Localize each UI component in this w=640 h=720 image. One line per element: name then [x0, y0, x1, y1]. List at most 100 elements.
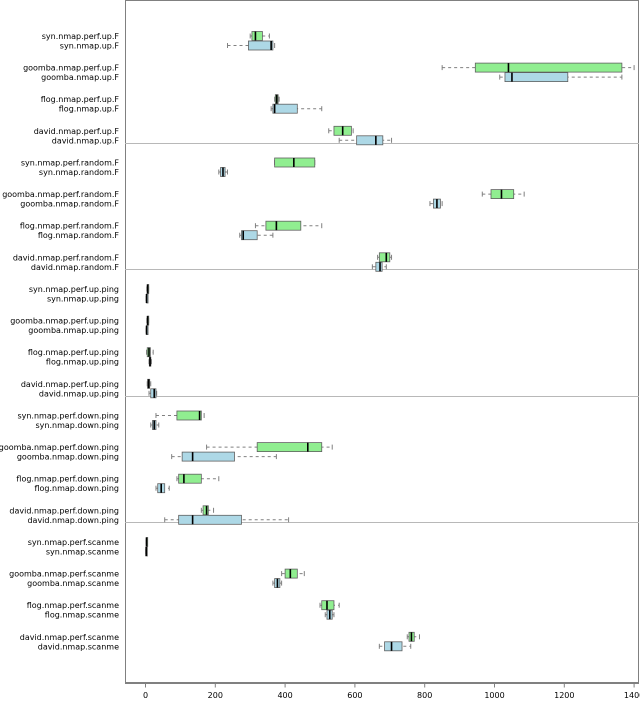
- category-label: david.nmap.up.F: [52, 136, 120, 145]
- box-iqr: [284, 568, 298, 579]
- box-iqr: [274, 157, 316, 168]
- box-row: [328, 125, 354, 136]
- category-label: flog.nmap.perf.up.F: [41, 95, 120, 104]
- category-label: david.nmap.perf.down.ping: [9, 506, 119, 515]
- box-series: [145, 31, 635, 652]
- category-label: syn.nmap.perf.down.ping: [17, 412, 119, 421]
- category-label: david.nmap.down.ping: [27, 516, 119, 525]
- box-row: [206, 442, 333, 453]
- box-row: [441, 62, 635, 73]
- box-row: [145, 293, 149, 304]
- box-row: [272, 578, 283, 588]
- box-row: [378, 641, 412, 652]
- category-label: flog.nmap.down.ping: [34, 484, 119, 493]
- box-iqr: [248, 40, 274, 51]
- box-row: [227, 40, 276, 51]
- box-row: [270, 103, 323, 114]
- category-label: flog.nmap.random.F: [38, 231, 120, 240]
- category-label: goomba.nmap.perf.scanme: [9, 570, 119, 579]
- x-axis: 0 200 400 600 800 1000 1200 1400: [125, 683, 640, 700]
- category-label: flog.nmap.perf.up.ping: [28, 348, 119, 357]
- x-tick-label: 0: [143, 691, 148, 700]
- box-row: [406, 631, 420, 642]
- box-iqr: [504, 72, 569, 82]
- category-label: syn.nmap.up.F: [60, 42, 120, 51]
- box-row: [164, 514, 290, 525]
- box-row: [218, 167, 229, 177]
- box-row: [254, 220, 323, 231]
- category-label: flog.nmap.up.F: [59, 105, 120, 114]
- category-label: flog.nmap.perf.random.F: [20, 222, 120, 231]
- category-label: david.nmap.perf.up.ping: [21, 380, 119, 389]
- category-label: david.nmap.scanme: [38, 642, 119, 651]
- category-label: david.nmap.random.F: [31, 263, 120, 272]
- box-row: [176, 473, 220, 484]
- box-iqr: [265, 220, 302, 231]
- x-tick-label: 1200: [554, 691, 574, 700]
- x-tick-label: 1400: [624, 691, 640, 700]
- box-row: [429, 198, 443, 209]
- box-row: [155, 483, 170, 494]
- box-row: [171, 451, 277, 462]
- box-iqr: [321, 600, 335, 611]
- box-row: [150, 420, 160, 430]
- category-label: flog.nmap.scanme: [45, 611, 119, 620]
- box-iqr: [378, 252, 391, 263]
- category-label: syn.nmap.down.ping: [36, 421, 119, 430]
- category-label: syn.nmap.up.ping: [47, 295, 119, 304]
- box-iqr: [490, 189, 515, 200]
- category-label: syn.nmap.perf.up.ping: [29, 285, 119, 294]
- box-iqr: [375, 261, 383, 272]
- category-label: goomba.nmap.perf.random.F: [2, 190, 119, 199]
- box-row: [481, 189, 525, 200]
- box-row: [274, 94, 280, 105]
- category-label: flog.nmap.up.ping: [46, 358, 119, 367]
- category-label: syn.nmap.perf.up.F: [42, 32, 120, 41]
- box-iqr: [178, 473, 202, 484]
- box-row: [338, 135, 393, 146]
- category-label: syn.nmap.random.F: [39, 168, 119, 177]
- category-label: goomba.nmap.up.ping: [28, 326, 119, 335]
- box-row: [148, 388, 158, 399]
- box-iqr: [150, 388, 157, 399]
- category-label: syn.nmap.perf.scanme: [28, 538, 119, 547]
- box-iqr: [384, 641, 403, 652]
- category-label: goomba.nmap.up.F: [41, 73, 119, 82]
- category-label: david.nmap.perf.scanme: [20, 633, 119, 642]
- box-row: [324, 609, 335, 620]
- box-iqr: [474, 62, 623, 73]
- category-label: syn.nmap.scanme: [46, 548, 119, 557]
- box-iqr: [356, 135, 384, 146]
- box-iqr: [251, 31, 263, 41]
- box-row: [146, 284, 150, 294]
- box-row: [371, 261, 387, 272]
- x-tick-label: 400: [277, 691, 292, 700]
- box-iqr: [178, 514, 242, 525]
- category-label: goomba.nmap.perf.up.ping: [10, 317, 119, 326]
- box-row: [145, 325, 149, 336]
- box-row: [319, 600, 340, 611]
- category-label: goomba.nmap.perf.up.F: [23, 64, 119, 73]
- box-row: [200, 505, 215, 516]
- box-iqr: [241, 230, 258, 241]
- x-tick-label: 200: [208, 691, 223, 700]
- category-label: goomba.nmap.random.F: [20, 200, 119, 209]
- box-row: [377, 252, 393, 263]
- category-label: goomba.nmap.down.ping: [17, 453, 119, 462]
- x-tick-label: 800: [417, 691, 432, 700]
- box-row: [146, 378, 152, 389]
- box-iqr: [181, 451, 235, 462]
- box-row: [146, 315, 150, 326]
- category-label: goomba.nmap.scanme: [27, 579, 119, 588]
- box-row: [148, 356, 152, 367]
- box-row: [145, 537, 149, 547]
- box-row: [499, 72, 623, 82]
- box-iqr: [202, 505, 209, 516]
- box-row: [146, 347, 154, 358]
- category-label: flog.nmap.perf.down.ping: [16, 475, 119, 484]
- box-row: [155, 410, 205, 421]
- box-row: [145, 546, 148, 557]
- category-label: david.nmap.perf.random.F: [13, 253, 120, 262]
